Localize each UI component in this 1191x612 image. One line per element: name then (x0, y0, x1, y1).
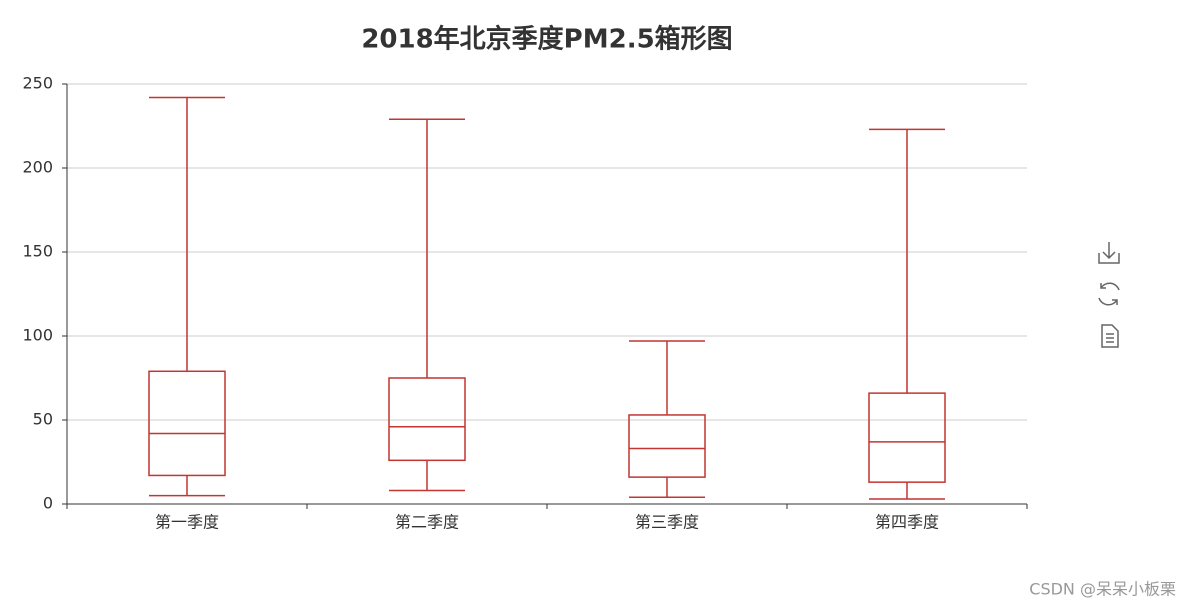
box (148, 370, 226, 477)
x-tick-label: 第四季度 (875, 513, 939, 532)
watermark: CSDN @呆呆小板栗 (1029, 580, 1176, 599)
save-icon[interactable] (1098, 242, 1120, 264)
y-tick-label: 0 (43, 494, 53, 513)
data-view-icon[interactable] (1101, 324, 1119, 348)
y-tick-label: 250 (22, 74, 53, 93)
box (628, 414, 706, 478)
box (868, 392, 946, 483)
y-tick-label: 200 (22, 158, 53, 177)
y-tick-label: 50 (33, 410, 53, 429)
chart-title: 2018年北京季度PM2.5箱形图 (361, 24, 732, 55)
y-tick-label: 100 (22, 326, 53, 345)
y-tick-label: 150 (22, 242, 53, 261)
box (388, 377, 466, 462)
x-tick-label: 第二季度 (395, 513, 459, 532)
x-tick-label: 第一季度 (155, 513, 219, 532)
restore-icon[interactable] (1098, 282, 1120, 306)
toolbox[interactable] (1098, 242, 1120, 348)
x-tick-label: 第三季度 (635, 513, 699, 532)
